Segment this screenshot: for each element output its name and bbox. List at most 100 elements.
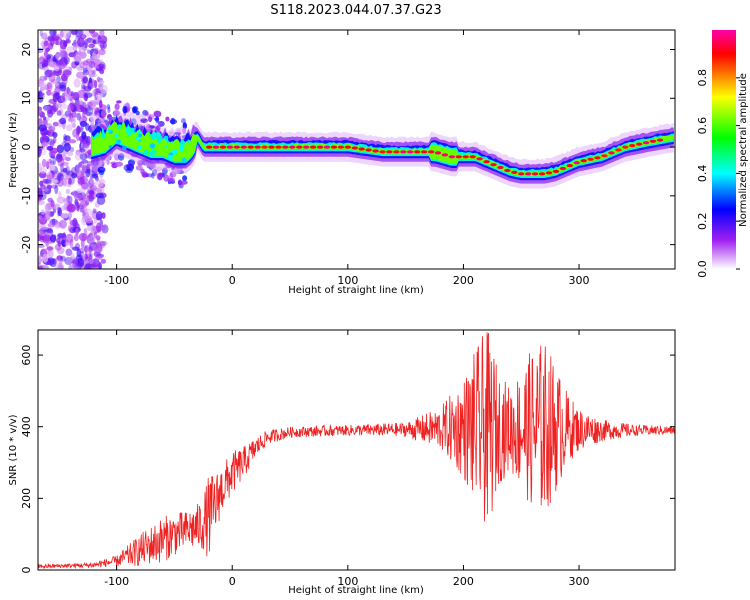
spectrogram-noise-blob xyxy=(100,109,107,118)
spectrogram-noise-blob xyxy=(38,79,44,85)
spectrogram-peak xyxy=(365,148,372,152)
spectrogram-noise-blob xyxy=(125,168,133,173)
spectrogram-peak xyxy=(116,139,122,144)
spectrogram-peak xyxy=(636,142,643,146)
spectrogram-peak xyxy=(414,150,421,154)
spectrogram-noise-blob xyxy=(53,33,61,39)
spectrogram-noise-blob xyxy=(54,221,62,229)
spectrogram-noise-blob xyxy=(174,168,181,175)
spectrogram-noise-blob xyxy=(165,116,170,122)
spectrogram-noise-blob xyxy=(67,177,72,185)
spectrogram-peak xyxy=(337,145,345,149)
spectrogram-noise-blob xyxy=(92,173,99,179)
spectrogram-peak xyxy=(122,145,127,150)
spectrogram-noise-blob xyxy=(99,219,103,228)
spectrogram-noise-blob xyxy=(155,116,160,124)
spectrogram-noise-blob xyxy=(75,30,83,38)
spectrogram-peak xyxy=(351,146,358,150)
spectrogram-noise-blob xyxy=(68,52,77,58)
spectrogram-noise-blob xyxy=(80,144,89,154)
spectrogram-x-tick-label: 0 xyxy=(229,274,236,287)
spectrogram-noise-blob xyxy=(56,206,61,217)
spectrogram-noise-blob xyxy=(55,53,61,60)
spectrogram-noise-blob xyxy=(55,39,59,45)
spectrogram-noise-blob xyxy=(49,160,55,166)
spectrogram-peak xyxy=(573,161,580,165)
spectrogram-noise-blob xyxy=(39,54,45,63)
spectrogram-noise-blob xyxy=(43,58,49,67)
spectrogram-noise-blob xyxy=(38,79,45,88)
spectrogram-noise-blob xyxy=(40,184,46,190)
spectrogram-noise-blob xyxy=(63,87,72,97)
spectrogram-noise-blob xyxy=(89,185,98,192)
snr-y-tick-label: 600 xyxy=(20,345,33,366)
spectrogram-noise-blob xyxy=(48,158,52,164)
spectrogram-peak xyxy=(247,145,254,149)
spectrogram-noise-blob xyxy=(88,246,93,253)
spectrogram-noise-blob xyxy=(61,213,69,219)
spectrogram-noise-blob xyxy=(53,65,60,72)
spectrogram-noise-blob xyxy=(156,172,163,180)
spectrogram-noise-blob xyxy=(162,167,168,175)
spectrogram-noise-blob xyxy=(59,219,67,229)
spectrogram-noise-blob xyxy=(99,84,108,94)
spectrogram-noise-blob xyxy=(42,179,52,184)
spectrogram-y-tick-label: 0 xyxy=(20,144,33,151)
spectrogram-noise-blob xyxy=(58,174,64,180)
spectrogram-noise-blob xyxy=(87,49,91,54)
spectrogram-noise-blob xyxy=(112,110,120,117)
spectrogram-noise-blob xyxy=(62,30,70,39)
spectrogram-peak xyxy=(608,151,615,155)
spectrogram-noise-blob xyxy=(86,80,95,90)
spectrogram-peak xyxy=(164,135,169,140)
spectrogram-noise-blob xyxy=(114,103,120,111)
colorbar: 0.0 0.2 0.4 0.6 0.8 Normalized spectral ampl… xyxy=(696,30,749,278)
spectrogram-peak xyxy=(181,157,187,163)
spectrogram-noise-blob xyxy=(79,247,85,254)
spectrogram-peak xyxy=(150,149,157,155)
spectrogram-peak xyxy=(525,172,532,176)
spectrogram-noise-blob xyxy=(82,76,88,84)
spectrogram-noise-blob xyxy=(68,264,73,269)
spectrogram-peak xyxy=(386,150,393,154)
colorbar-tick-label: 0.6 xyxy=(696,117,709,135)
spectrogram-x-tick-label: -100 xyxy=(104,274,129,287)
spectrogram-noise-blob xyxy=(77,177,85,185)
spectrogram-noise-blob xyxy=(46,89,52,96)
spectrogram-noise-blob xyxy=(73,39,77,47)
spectrogram-peak xyxy=(518,172,525,176)
spectrogram-noise-blob xyxy=(95,255,103,261)
snr-x-tick-label: -100 xyxy=(104,575,129,588)
spectrogram-noise-blob xyxy=(91,69,96,75)
snr-plot-area xyxy=(38,332,675,570)
spectrogram-noise-blob xyxy=(78,161,83,168)
spectrogram-noise-blob xyxy=(74,166,82,173)
spectrogram-noise-blob xyxy=(76,71,85,79)
spectrogram-noise-blob xyxy=(70,104,77,113)
spectrogram-noise-blob xyxy=(153,110,162,118)
spectrogram-noise-blob xyxy=(52,93,58,103)
spectrogram-noise-blob xyxy=(69,30,78,35)
spectrogram-noise-blob xyxy=(101,118,105,123)
spectrogram-noise-blob xyxy=(47,69,56,77)
spectrogram-noise-blob xyxy=(83,264,91,269)
spectrogram-noise-blob xyxy=(84,39,88,45)
spectrogram-noise-blob xyxy=(62,167,68,173)
spectrogram-noise-blob xyxy=(81,159,89,164)
snr-x-ticks: -100 0 100 200 300 xyxy=(104,330,590,588)
spectrogram-noise-blob xyxy=(51,179,58,184)
spectrogram-noise-blob xyxy=(82,69,89,76)
spectrogram-noise-blob xyxy=(81,164,90,174)
snr-frame xyxy=(37,329,676,571)
spectrogram-noise-blob xyxy=(42,83,48,91)
spectrogram-noise-blob xyxy=(132,106,137,114)
spectrogram-noise-blob xyxy=(80,200,85,206)
spectrogram-noise-blob xyxy=(41,140,46,150)
spectrogram-noise-blob xyxy=(95,192,104,199)
spectrogram-noise-blob xyxy=(81,131,87,140)
spectrogram-noise-blob xyxy=(73,257,78,267)
spectrogram-noise-blob xyxy=(81,76,89,84)
spectrogram-noise-blob xyxy=(55,258,63,266)
spectrogram-noise-blob xyxy=(57,240,61,247)
spectrogram-noise-blob xyxy=(94,175,99,181)
